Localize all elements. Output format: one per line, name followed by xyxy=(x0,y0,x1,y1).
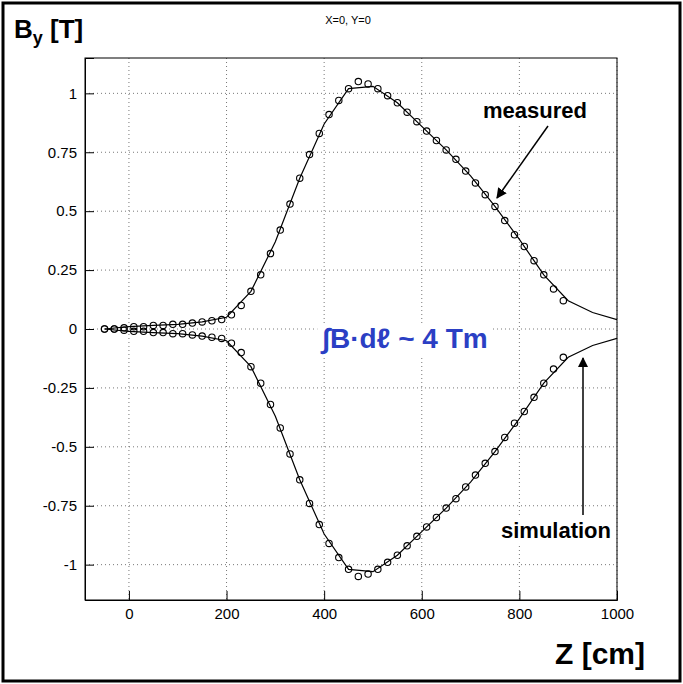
tick: 0.75 xyxy=(48,144,94,161)
tick: 0 xyxy=(69,320,94,337)
chart: 0 200 400 600 800 1000 -1 -0.75 -0.5 -0.25 0 0.25 0.… xyxy=(0,0,683,684)
annotation-bg xyxy=(499,518,613,543)
tick-mark xyxy=(85,211,94,212)
grid-line-x xyxy=(226,58,227,600)
tick: 0 xyxy=(125,591,133,622)
tick-label: 0.75 xyxy=(48,144,77,161)
point xyxy=(355,573,361,579)
grid xyxy=(85,58,617,600)
annotation: ∫B·dℓ ~ 4 Tm xyxy=(320,323,487,355)
tick-mark xyxy=(129,591,130,600)
grid-line-y xyxy=(85,446,617,447)
tick: 0.25 xyxy=(48,261,94,278)
frame xyxy=(3,3,680,681)
tick-label: 600 xyxy=(410,605,435,622)
tick: -0.75 xyxy=(43,497,94,514)
tick-mark xyxy=(422,591,423,600)
tick-mark xyxy=(85,565,94,566)
tick-label: -0.5 xyxy=(51,438,77,455)
line xyxy=(105,329,617,572)
annotation-bg xyxy=(481,98,589,123)
tick-label: 400 xyxy=(312,605,337,622)
annotation: measured xyxy=(483,98,587,123)
tick-mark xyxy=(85,270,94,271)
tick-label: 0 xyxy=(125,605,133,622)
tick-mark xyxy=(85,152,94,153)
point xyxy=(111,326,117,332)
grid-line-y xyxy=(85,387,617,388)
tick: 600 xyxy=(410,591,435,622)
points xyxy=(101,326,566,580)
y-axis-title: By [T] xyxy=(14,14,83,48)
tick: -1 xyxy=(64,556,94,573)
tick: 0.5 xyxy=(56,202,94,219)
tick-label: -0.75 xyxy=(43,497,77,514)
tick-label: 0 xyxy=(69,320,77,337)
tick: 800 xyxy=(507,591,532,622)
x-axis: 0 200 400 600 800 1000 xyxy=(86,591,635,622)
grid-line-y xyxy=(85,564,617,565)
annotation-arrow xyxy=(497,126,548,198)
annotation-arrow xyxy=(582,358,584,515)
tick: 400 xyxy=(312,591,337,622)
tick-mark xyxy=(85,506,94,507)
tick-mark xyxy=(85,93,94,94)
annotation-bg xyxy=(317,323,490,355)
tick-label: -0.25 xyxy=(43,379,77,396)
tick-label: -1 xyxy=(64,556,77,573)
tick-mark xyxy=(85,329,94,330)
grid-line-y xyxy=(85,270,617,271)
plot-area xyxy=(101,78,617,579)
grid-line-y xyxy=(85,93,617,94)
tick: 1000 xyxy=(601,591,634,622)
plot-frame xyxy=(85,58,617,600)
tick: -0.5 xyxy=(51,438,94,455)
tick-label: 0.25 xyxy=(48,261,77,278)
x-axis-title: Z [cm] xyxy=(555,637,645,670)
tick-mark xyxy=(85,447,94,448)
tick-mark xyxy=(324,591,325,600)
point xyxy=(355,78,361,84)
tick: -0.25 xyxy=(43,379,94,396)
line xyxy=(105,86,617,329)
point xyxy=(111,326,117,332)
tick-mark xyxy=(85,388,94,389)
axis-line xyxy=(86,591,618,601)
tick-label: 1 xyxy=(69,85,77,102)
grid-line-y xyxy=(85,211,617,212)
tick-mark xyxy=(617,591,618,600)
tick-label: 800 xyxy=(507,605,532,622)
tick-mark xyxy=(519,591,520,600)
grid-line-y xyxy=(85,505,617,506)
annotation: simulation xyxy=(501,518,611,543)
tick: 1 xyxy=(69,85,94,102)
grid-line-y xyxy=(85,152,617,153)
tick-label: 1000 xyxy=(601,605,634,622)
tick-label: 200 xyxy=(215,605,240,622)
axis-line xyxy=(86,59,95,601)
tick-label: 0.5 xyxy=(56,202,77,219)
tick-mark xyxy=(227,591,228,600)
tick: 200 xyxy=(215,591,240,622)
y-axis: -1 -0.75 -0.5 -0.25 0 0.25 0.5 0.75 1 xyxy=(43,59,94,601)
title: X=0, Y=0 xyxy=(325,14,371,26)
